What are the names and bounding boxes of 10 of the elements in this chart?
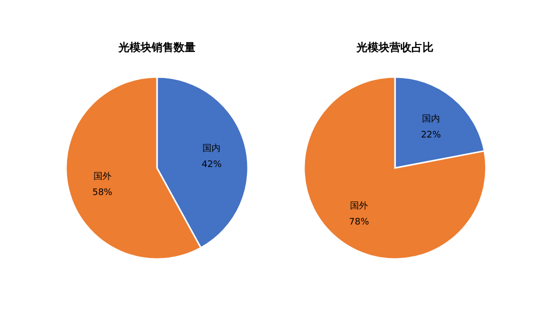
data-label: 42% [202, 160, 222, 170]
slice-label: 国内 [422, 114, 440, 125]
data-label: 58% [92, 188, 113, 198]
data-label: 78% [349, 217, 370, 228]
slice-label: 国外 [93, 171, 112, 182]
data-label: 22% [420, 130, 442, 141]
slice-label: 国内 [202, 142, 221, 154]
slice-label: 国外 [350, 200, 368, 212]
chart-title: 光模块销售数量 [118, 41, 196, 54]
chart-title: 光模块营收占比 [356, 41, 434, 54]
